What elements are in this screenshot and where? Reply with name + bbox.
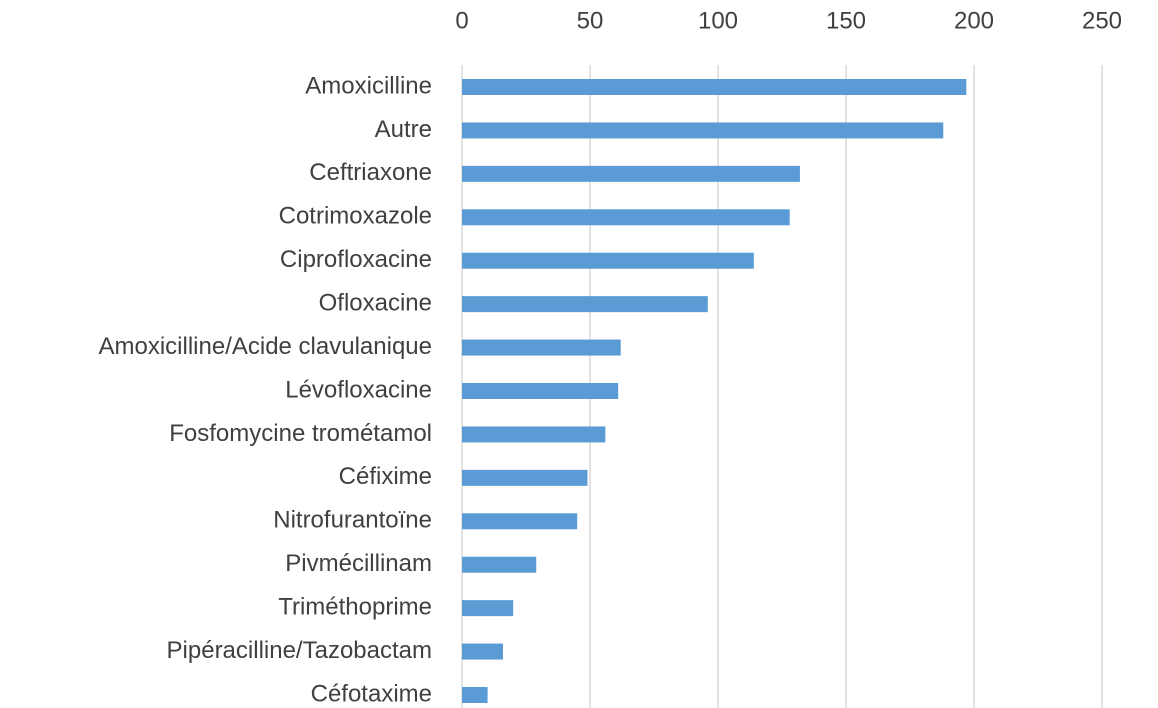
bar [462,426,606,443]
y-tick-label: Cotrimoxazole [279,203,432,230]
y-tick-label: Pipéracilline/Tazobactam [167,637,432,664]
x-tick-label: 250 [1082,7,1122,34]
y-tick-label: Nitrofurantoïne [273,507,432,534]
bar [462,165,800,182]
y-tick-label: Lévofloxacine [285,376,432,403]
bar [462,296,708,313]
bar [462,469,588,486]
y-tick-label: Ceftriaxone [309,159,432,186]
y-tick-label: Autre [375,116,432,143]
bar [462,643,503,660]
y-tick-label: Céfixime [339,463,432,490]
y-tick-label: Ciprofloxacine [280,246,432,273]
y-tick-label: Ofloxacine [319,289,432,316]
bar [462,339,621,356]
bar [462,79,967,95]
x-tick-label: 150 [826,7,866,34]
x-tick-label: 0 [455,7,468,34]
y-tick-label: Triméthoprime [278,593,432,620]
y-tick-label: Pivmécillinam [285,550,432,577]
bar [462,209,790,226]
x-tick-label: 200 [954,7,994,34]
y-tick-label: Fosfomycine trométamol [169,420,432,447]
bar [462,383,619,399]
bar [462,513,578,530]
bar [462,122,944,139]
y-tick-label: Amoxicilline/Acide clavulanique [98,333,432,360]
x-tick-label: 50 [577,7,604,34]
bar [462,687,488,703]
bar [462,252,754,269]
bar [462,556,537,573]
x-tick-label: 100 [698,7,738,34]
bar [462,600,514,617]
y-tick-label: Céfotaxime [311,680,432,707]
y-tick-label: Amoxicilline [305,72,432,99]
